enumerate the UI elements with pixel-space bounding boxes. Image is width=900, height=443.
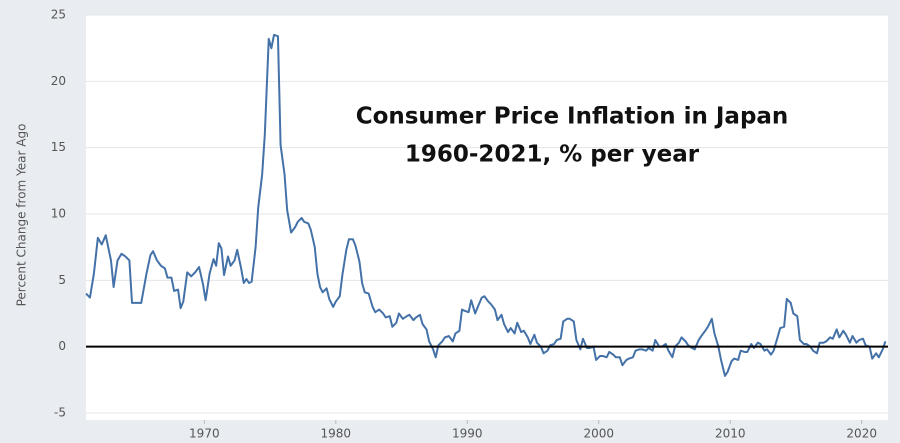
x-tick-label: 1970 (189, 427, 220, 441)
chart-title: Consumer Price Inflation in Japan (356, 104, 789, 130)
y-tick-label: 5 (58, 273, 66, 287)
x-tick-label: 1990 (452, 427, 483, 441)
x-tick-label: 2010 (715, 427, 746, 441)
y-axis-label: Percent Change from Year Ago (15, 124, 29, 307)
chart-subtitle: 1960-2021, % per year (405, 142, 700, 168)
x-tick-label: 2000 (583, 427, 614, 441)
plot-area (86, 15, 888, 420)
y-tick-label: 10 (51, 207, 66, 221)
y-tick-label: 0 (58, 339, 66, 353)
y-tick-label: 20 (51, 74, 66, 88)
x-tick-label: 2020 (846, 427, 877, 441)
x-tick-label: 1980 (321, 427, 352, 441)
y-tick-label: 25 (51, 8, 66, 22)
data-line (85, 33, 887, 377)
y-tick-label: 15 (51, 140, 66, 154)
y-tick-label: -5 (54, 406, 66, 420)
